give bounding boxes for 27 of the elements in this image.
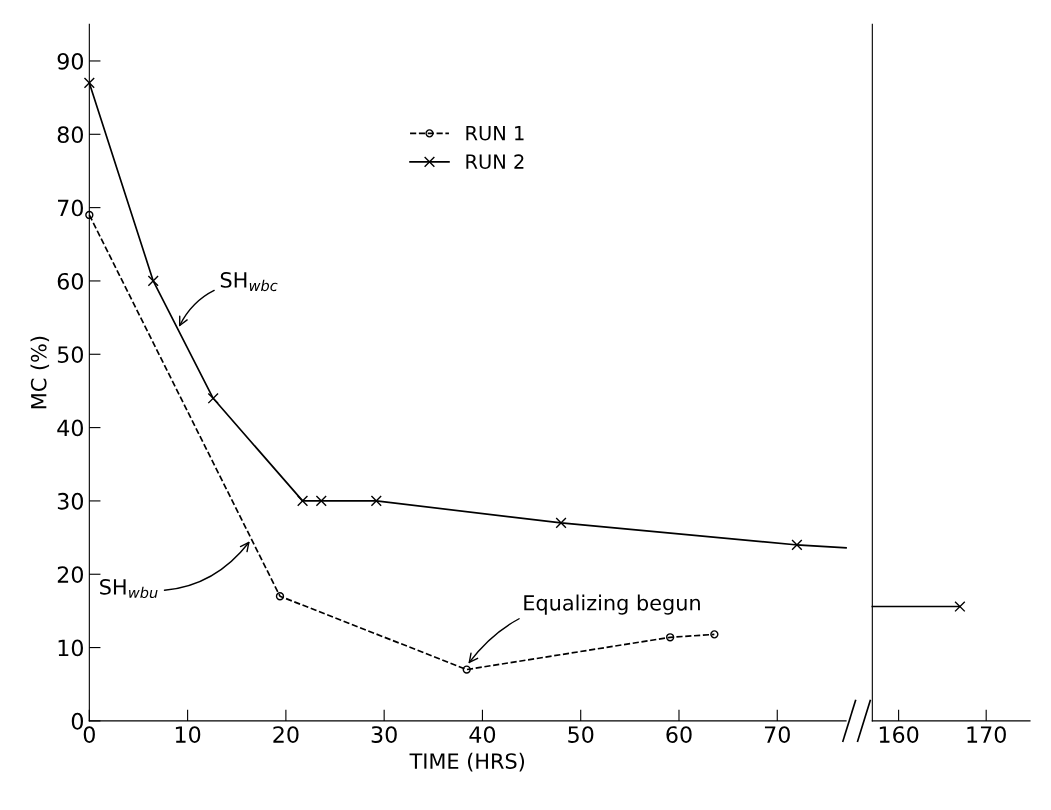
y-axis-title: MC (%) bbox=[30, 336, 50, 409]
x-tick-label: 40 bbox=[469, 726, 496, 743]
x-tick-label: 170 bbox=[967, 726, 1006, 743]
y-tick-label: 20 bbox=[57, 566, 83, 584]
y-tick-label: 80 bbox=[57, 126, 83, 144]
legend-label: RUN 2 bbox=[466, 154, 524, 169]
x-tick-label: 10 bbox=[175, 726, 201, 743]
y-tick-label: 0 bbox=[71, 712, 83, 730]
annotation: Equalizing begun bbox=[524, 594, 700, 615]
y-tick-label: 40 bbox=[57, 419, 83, 437]
y-tick-label: 60 bbox=[57, 272, 83, 290]
x-axis-title: TIME (HRS) bbox=[409, 752, 525, 772]
annotation: SH$_{wbu}$ bbox=[100, 578, 158, 599]
x-tick-label: 70 bbox=[764, 726, 790, 743]
y-tick-label: 10 bbox=[58, 639, 83, 657]
x-tick-label: 30 bbox=[371, 726, 397, 743]
legend-label: RUN 1 bbox=[466, 125, 524, 141]
x-tick-label: 60 bbox=[666, 726, 692, 743]
x-tick-label: 160 bbox=[879, 726, 919, 743]
annotation: SH$_{wbc}$ bbox=[220, 272, 278, 292]
y-tick-label: 70 bbox=[58, 199, 83, 217]
y-tick-label: 90 bbox=[57, 52, 83, 70]
y-tick-label: 50 bbox=[57, 346, 83, 364]
x-tick-label: 20 bbox=[273, 726, 299, 743]
x-tick-label: 0 bbox=[83, 726, 95, 743]
x-tick-label: 50 bbox=[568, 726, 594, 743]
y-tick-label: 30 bbox=[57, 492, 83, 510]
